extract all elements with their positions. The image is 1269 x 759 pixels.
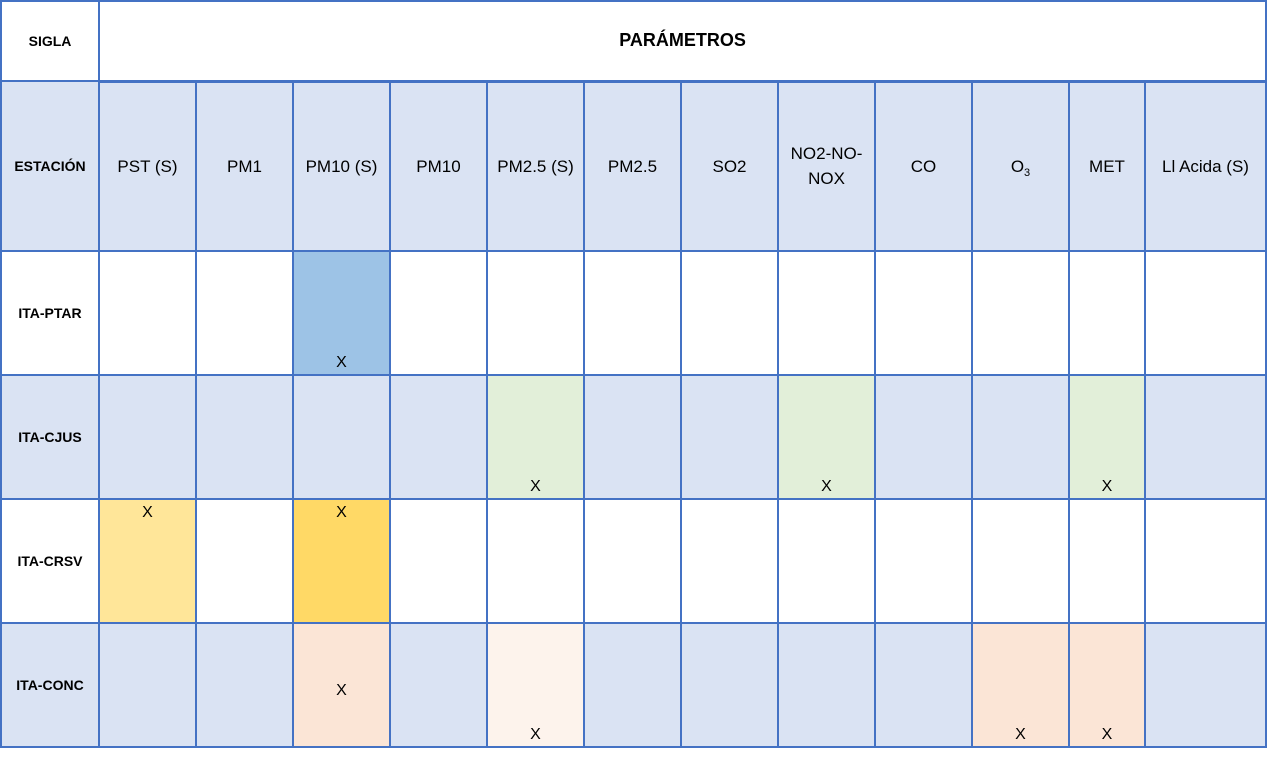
column-header-label: MET (1089, 156, 1125, 176)
estacion-header: ESTACIÓN (0, 80, 100, 252)
column-header-label: CO (910, 156, 937, 176)
parameter-mark: X (336, 682, 347, 699)
parameter-cell (680, 498, 779, 624)
table-row: ITA-CRSV X X (0, 498, 1268, 624)
column-header-label: PM10 (416, 156, 461, 176)
parameter-mark: X (821, 478, 832, 495)
parameter-cell: X (292, 622, 391, 748)
column-header-label: PM2.5 (607, 156, 658, 176)
station-label: ITA-CJUS (0, 374, 100, 500)
parameter-cell (583, 622, 682, 748)
sigla-header: SIGLA (0, 0, 100, 82)
parameter-cell (777, 498, 876, 624)
parameter-cell (1143, 374, 1268, 500)
parameter-cell (195, 250, 294, 376)
parameter-cell (98, 374, 197, 500)
column-header-label: PM10 (S) (305, 156, 378, 176)
column-header: PM1 (195, 80, 294, 252)
column-header-label: NO2-NO-NOX (790, 144, 863, 189)
column-header: PM10 (389, 80, 488, 252)
parameter-cell (389, 498, 488, 624)
parameter-mark: X (1101, 726, 1113, 743)
column-header: PST (S) (98, 80, 197, 252)
column-header-label: O3 (1010, 156, 1031, 179)
parameter-cell (971, 498, 1070, 624)
station-label: ITA-PTAR (0, 250, 100, 376)
parameter-cell (874, 374, 973, 500)
station-label: ITA-CRSV (0, 498, 100, 624)
parameter-cell (195, 622, 294, 748)
parameter-cell: X (292, 498, 391, 624)
parameter-mark: X (142, 504, 153, 521)
parameter-cell: X (292, 250, 391, 376)
parameter-cell: X (777, 374, 876, 500)
parameter-cell (1143, 498, 1268, 624)
parameter-mark: X (1101, 478, 1113, 495)
title-row: SIGLA PARÁMETROS (0, 0, 1268, 83)
table-row: ITA-CONC X X X X (0, 622, 1268, 748)
column-header: MET (1068, 80, 1146, 252)
column-header: NO2-NO-NOX (777, 80, 876, 252)
parameter-cell (777, 250, 876, 376)
parameter-cell (1143, 250, 1268, 376)
parameter-cell (98, 250, 197, 376)
parameter-cell: X (486, 374, 585, 500)
parameter-mark: X (1015, 726, 1026, 743)
parameter-cell: X (1068, 374, 1146, 500)
parameter-cell (486, 498, 585, 624)
parameter-cell (389, 622, 488, 748)
parameter-cell (874, 250, 973, 376)
column-header-label: SO2 (712, 156, 747, 176)
parameter-cell (583, 374, 682, 500)
parameter-cell: X (98, 498, 197, 624)
column-header: SO2 (680, 80, 779, 252)
parameter-mark: X (530, 478, 541, 495)
parameter-cell (292, 374, 391, 500)
parameter-cell (389, 250, 488, 376)
parameter-mark: X (336, 504, 347, 521)
parameter-cell (98, 622, 197, 748)
parameter-cell (971, 250, 1070, 376)
column-header: PM2.5 (583, 80, 682, 252)
table-row: ITA-CJUS X X X (0, 374, 1268, 500)
parameter-cell (583, 250, 682, 376)
parameter-cell: X (971, 622, 1070, 748)
parameter-cell (1068, 498, 1146, 624)
station-label: ITA-CONC (0, 622, 100, 748)
parameter-cell (680, 622, 779, 748)
column-header: O3 (971, 80, 1070, 252)
parameter-cell: X (1068, 622, 1146, 748)
column-header: Ll Acida (S) (1143, 80, 1268, 252)
column-header-label: PM2.5 (S) (497, 156, 574, 176)
parameter-cell (1068, 250, 1146, 376)
parameter-cell (874, 622, 973, 748)
column-header-row: ESTACIÓN PST (S) PM1 PM10 (S) PM10 PM2.5 (S)… (0, 80, 1268, 252)
parameter-cell (971, 374, 1070, 500)
parametros-header: PARÁMETROS (97, 0, 1268, 83)
column-header-label: PST (S) (117, 156, 178, 176)
parameter-cell (583, 498, 682, 624)
parameter-cell (680, 250, 779, 376)
parameter-mark: X (530, 726, 541, 743)
column-header: PM2.5 (S) (486, 80, 585, 252)
column-header-label: Ll Acida (S) (1162, 156, 1249, 176)
parameter-cell (195, 374, 294, 500)
parameter-mark: X (336, 354, 347, 371)
column-header: CO (874, 80, 973, 252)
column-header-label: PM1 (227, 156, 262, 176)
parameter-cell (389, 374, 488, 500)
parameter-cell (777, 622, 876, 748)
parameter-cell (195, 498, 294, 624)
parameter-cell: X (486, 622, 585, 748)
column-header: PM10 (S) (292, 80, 391, 252)
column-header-subscript: 3 (1024, 166, 1031, 179)
parameter-cell (874, 498, 973, 624)
table-row: ITA-PTAR X (0, 250, 1268, 376)
parameter-cell (486, 250, 585, 376)
parameter-cell (680, 374, 779, 500)
parameter-cell (1143, 622, 1268, 748)
